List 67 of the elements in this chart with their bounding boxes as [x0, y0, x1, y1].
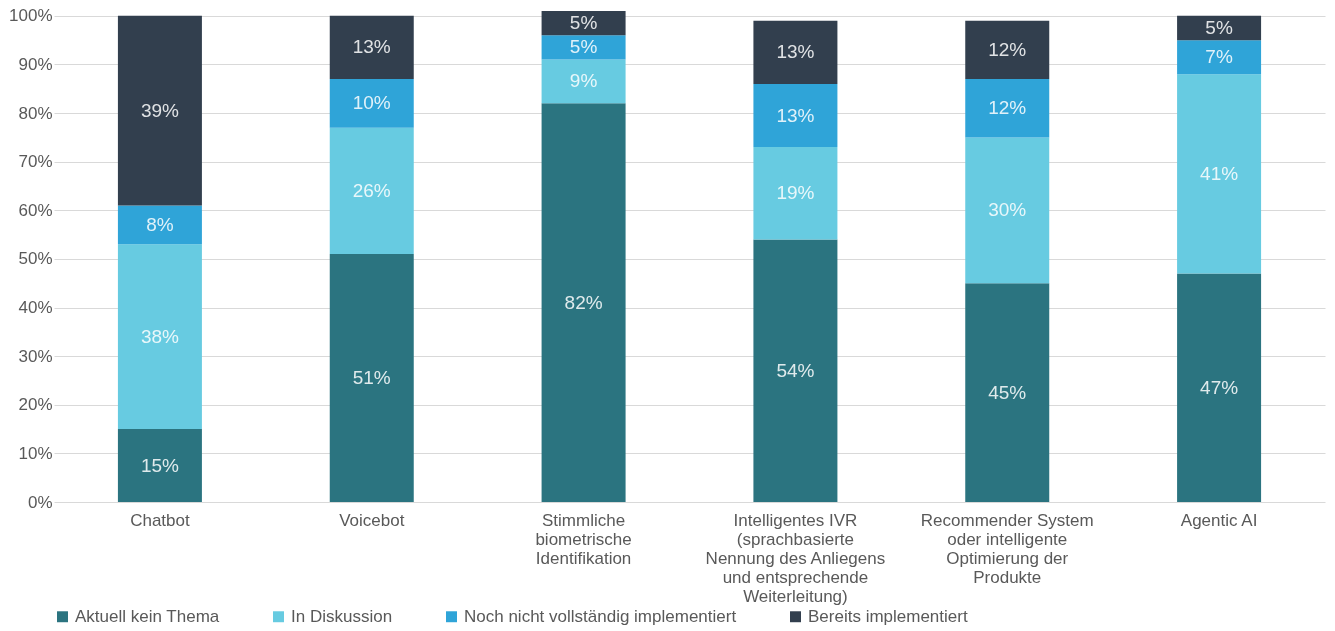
bar	[117, 429, 202, 502]
data-label: 19%	[776, 182, 815, 204]
bar	[753, 147, 838, 240]
bar	[753, 239, 838, 502]
y-tick-label: 80%	[18, 103, 53, 123]
data-label: 30%	[988, 199, 1027, 221]
legend-label: In Diskussion	[291, 606, 393, 626]
data-label: 51%	[352, 367, 391, 389]
x-tick-label: Intelligentes IVR (sprachbasierte Nennung des Anliegens und entsprechende Weiterleitung)	[705, 510, 886, 606]
legend-label: Aktuell kein Thema	[75, 606, 220, 626]
data-label: 45%	[988, 381, 1027, 403]
bar	[541, 59, 626, 104]
data-label: 54%	[776, 359, 815, 381]
bar	[753, 83, 838, 148]
x-tick-label: Agentic AI	[1180, 510, 1258, 530]
data-label: 5%	[1205, 17, 1233, 39]
y-tick-label: 0%	[27, 492, 53, 512]
x-tick-label: Voicebot	[339, 510, 405, 530]
data-label: 12%	[988, 97, 1027, 119]
bar	[753, 20, 838, 84]
data-label: 9%	[569, 70, 598, 92]
legend-label: Bereits implementiert	[808, 606, 968, 626]
data-label: 5%	[569, 12, 598, 34]
data-label: 13%	[776, 41, 815, 63]
bar	[1177, 74, 1262, 274]
y-tick-label: 40%	[18, 298, 53, 318]
bar	[117, 244, 202, 430]
y-tick-label: 30%	[18, 346, 53, 366]
legend-label: Noch nicht vollständig implementiert	[464, 606, 737, 626]
x-tick-label: Chatbot	[130, 510, 190, 530]
bar	[329, 79, 414, 128]
bar	[965, 20, 1050, 80]
bar	[965, 137, 1050, 284]
data-label: 26%	[352, 179, 391, 201]
data-label: 12%	[988, 38, 1027, 60]
y-tick-label: 10%	[18, 443, 53, 463]
bar	[329, 15, 414, 80]
bar	[1177, 273, 1262, 502]
x-tick-label: Recommender System oder intelligente Optimierung der Produkte	[920, 510, 1094, 587]
bar	[117, 205, 202, 245]
bar	[541, 35, 626, 60]
y-tick-label: 60%	[18, 200, 53, 220]
bar	[329, 127, 414, 255]
data-label: 47%	[1200, 376, 1239, 398]
data-label: 5%	[569, 36, 598, 58]
bar	[965, 283, 1050, 502]
data-label: 13%	[776, 104, 815, 126]
data-label: 38%	[140, 325, 180, 347]
y-tick-label: 50%	[18, 249, 53, 269]
bar	[1177, 40, 1262, 75]
bar	[117, 15, 202, 206]
data-label: 39%	[140, 99, 180, 121]
y-tick-label: 20%	[18, 395, 53, 415]
data-label: 41%	[1200, 162, 1239, 184]
y-tick-label: 90%	[18, 54, 53, 74]
data-label: 7%	[1205, 46, 1233, 68]
data-label: 82%	[564, 291, 603, 313]
bar	[329, 254, 414, 502]
x-tick-label: Stimmliche biometrische Identifikation	[535, 510, 632, 568]
bar	[965, 79, 1050, 138]
y-tick-label: 100%	[9, 6, 53, 26]
data-label: 10%	[352, 92, 391, 114]
data-label: 8%	[146, 213, 174, 235]
data-label: 15%	[140, 454, 180, 476]
data-label: 13%	[352, 36, 391, 58]
y-tick-label: 70%	[18, 152, 53, 172]
bar	[541, 103, 626, 502]
